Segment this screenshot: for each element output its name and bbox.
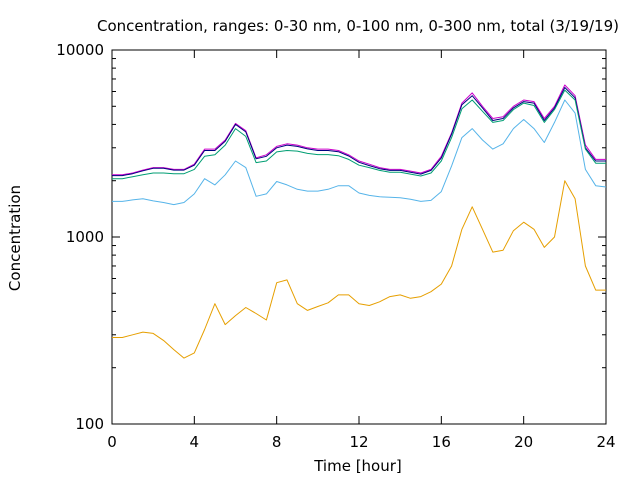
x-axis-label: Time [hour] — [313, 457, 402, 475]
x-tick-label: 24 — [596, 433, 615, 451]
series-line-5 — [112, 180, 606, 359]
y-axis: 100 1000 10000 — [56, 41, 606, 433]
x-tick-label: 0 — [107, 433, 117, 451]
y-tick-label: 1000 — [66, 228, 104, 246]
y-tick-label: 100 — [75, 415, 104, 433]
x-tick-label: 12 — [349, 433, 368, 451]
series-line-1 — [112, 84, 606, 176]
plot-frame — [111, 49, 607, 425]
y-tick-label: 10000 — [56, 41, 104, 59]
x-tick-label: 20 — [514, 433, 533, 451]
y-axis-label: Concentration — [6, 185, 24, 291]
plot-area — [111, 49, 607, 425]
x-tick-label: 4 — [190, 433, 200, 451]
series-line-3 — [112, 89, 606, 180]
series-group — [112, 84, 607, 359]
x-tick-label: 16 — [432, 433, 451, 451]
chart-title: Concentration, ranges: 0-30 nm, 0-100 nm… — [97, 17, 619, 35]
series-line-4 — [112, 99, 607, 206]
x-axis: 0 4 8 12 16 20 24 — [107, 50, 616, 451]
series-line-2 — [112, 87, 606, 177]
x-tick-label: 8 — [272, 433, 282, 451]
